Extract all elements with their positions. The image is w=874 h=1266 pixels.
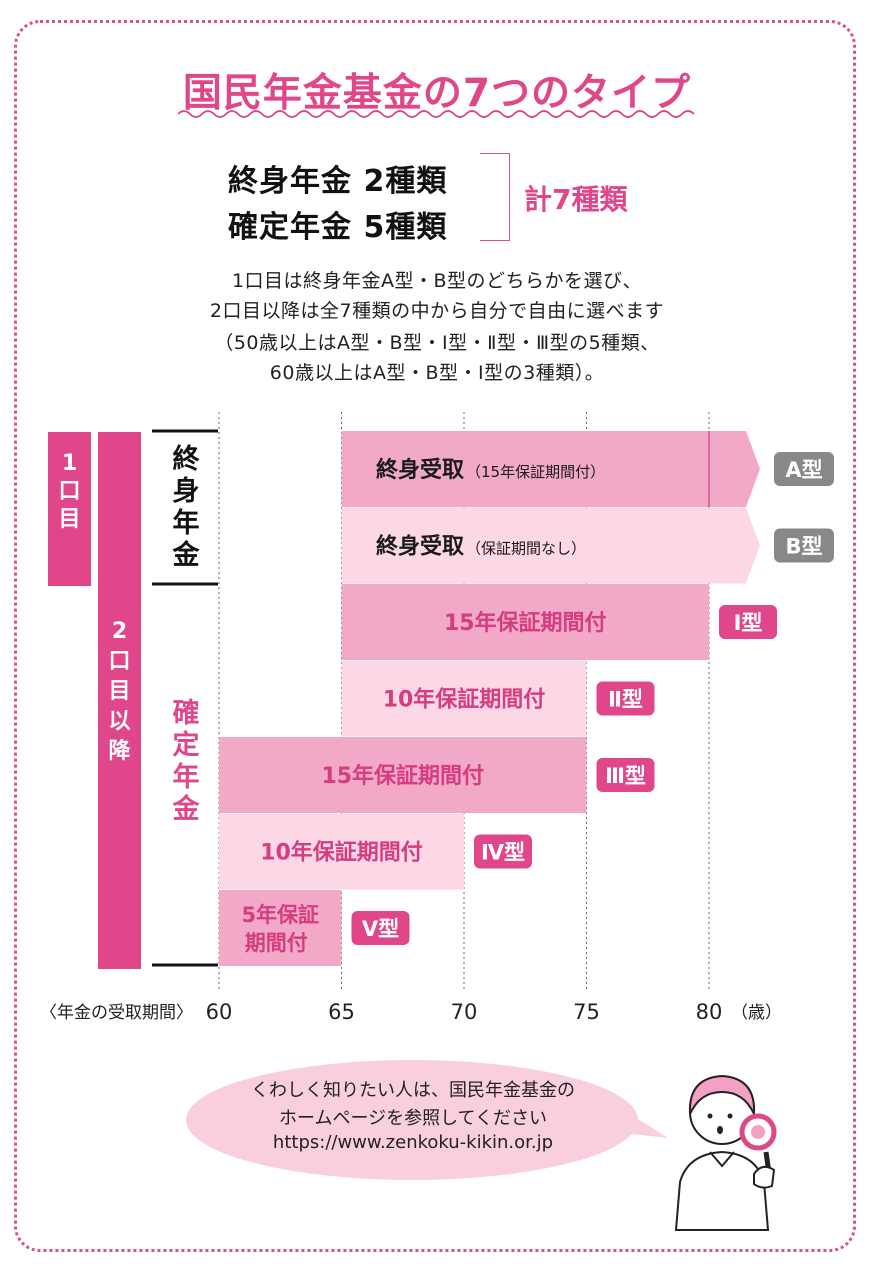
fixed-types: 確定年金 5種類 <box>228 210 448 245</box>
bubble-url[interactable]: https://www.zenkoku-kikin.or.jp <box>272 1132 554 1153</box>
x-tick-65: 65 <box>328 1000 355 1024</box>
type-badge-label-6: Ⅴ型 <box>362 917 399 941</box>
x-tick-70: 70 <box>451 1000 478 1024</box>
bar-label-3: 10年保証期間付 <box>383 687 546 713</box>
x-tick-60: 60 <box>206 1000 233 1024</box>
x-axis-label: 〈年金の受取期間〉 <box>40 1003 193 1023</box>
bar-label-4: 15年保証期間付 <box>321 763 484 789</box>
description-line-3: （50歳以上はA型・B型・Ⅰ型・Ⅱ型・Ⅲ型の5種類、 <box>214 332 660 354</box>
bar-1 <box>341 507 760 584</box>
bar-label-6: 5年保証 <box>241 903 319 927</box>
type-badge-5 <box>474 834 532 869</box>
bar-4 <box>219 737 587 813</box>
pension-type-chart: 1 口目 2 口目以降 終身年金 確定年金 終身受取 （15年保証期間付） A型終身受取… <box>40 412 834 1024</box>
person-with-magnifier-icon <box>674 1074 777 1231</box>
bubble-line-2: ホームページを参照してください <box>278 1108 548 1129</box>
page-title: 国民年金基金の7つのタイプ <box>182 71 692 116</box>
type-badge-2 <box>719 605 777 639</box>
bar-2 <box>341 584 709 660</box>
second-unit-label: 2 口目以降 <box>108 619 131 764</box>
bar-6 <box>219 890 342 966</box>
type-badge-1 <box>774 528 834 563</box>
x-tick-75: 75 <box>573 1000 600 1024</box>
bar-0 <box>341 431 760 507</box>
dotted-frame <box>14 20 856 1252</box>
fixed-group-label: 確定年金 <box>172 697 201 825</box>
type-badge-3 <box>596 681 655 716</box>
x-axis-unit: （歳） <box>731 1003 782 1023</box>
description-line-1: 1口目は終身年金A型・B型のどちらかを選び、 <box>231 270 643 292</box>
bar-label-5: 10年保証期間付 <box>260 840 423 866</box>
lifetime-group-label: 終身年金 <box>172 443 201 571</box>
bar-label-2-6: 期間付 <box>245 931 308 955</box>
total-types: 計7種類 <box>524 183 628 216</box>
type-badge-6 <box>351 911 410 945</box>
description-line-4: 60歳以上はA型・B型・Ⅰ型の3種類）。 <box>269 362 605 384</box>
title-underline-wave <box>178 110 695 118</box>
description-line-2: 2口目以降は全7種類の中から自分で自由に選べます <box>209 300 665 322</box>
bar-5 <box>219 813 464 890</box>
x-axis: 〈年金の受取期間〉 60 65 70 75 80 （歳） <box>40 1000 782 1024</box>
type-badge-label-0: A型 <box>785 458 822 482</box>
type-badge-label-1: B型 <box>785 535 822 559</box>
summary-bracket <box>480 153 510 241</box>
first-unit-bar <box>48 432 91 586</box>
type-badge-label-2: Ⅰ型 <box>734 611 763 635</box>
second-unit-bar <box>98 432 141 969</box>
type-badge-label-3: Ⅱ型 <box>608 688 643 712</box>
x-tick-80: 80 <box>696 1000 723 1024</box>
bar-3 <box>341 660 587 737</box>
lifetime-types: 終身年金 2種類 <box>228 164 448 199</box>
type-badge-label-4: Ⅲ型 <box>605 764 646 788</box>
type-badge-4 <box>596 758 655 792</box>
first-unit-label: 1 口目 <box>58 451 80 532</box>
type-badge-label-5: Ⅳ型 <box>481 841 525 865</box>
bar-label-2: 15年保証期間付 <box>444 610 607 636</box>
bubble-line-1: くわしく知りたい人は、国民年金基金の <box>251 1080 575 1101</box>
type-badge-0 <box>774 452 834 486</box>
